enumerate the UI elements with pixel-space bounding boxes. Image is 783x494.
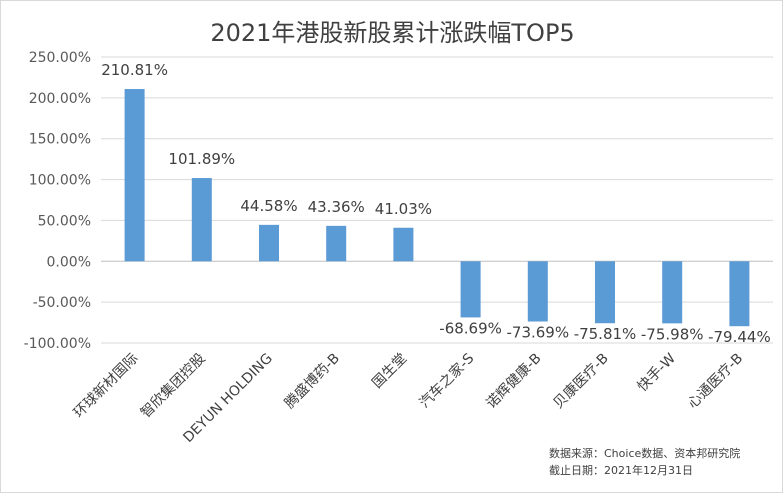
bar [527,261,548,322]
x-tick-label: 国生堂 [369,351,410,392]
data-label: 101.89% [168,150,235,168]
bar [662,261,683,324]
source-note-line1: 数据来源：Choice数据、资本邦研究院 [549,447,741,460]
bar [729,261,750,327]
data-label: -68.69% [439,319,502,337]
chart-title: 2021年港股新股累计涨跌幅TOP5 [210,19,575,47]
data-label: -73.69% [506,324,569,342]
y-tick-label: 100.00% [29,173,91,189]
x-tick-label: 心通医疗-B [685,351,746,412]
x-tick-label: 腾盛博药-B [281,350,343,412]
y-tick-label: 200.00% [29,91,91,107]
bar [124,89,145,262]
source-note-line2: 截止日期：2021年12月31日 [549,464,693,477]
x-tick-label: 智欣集团控股 [137,350,208,421]
data-label: 43.36% [308,198,365,216]
bar [191,178,212,262]
y-tick-label: -100.00% [24,336,91,352]
y-tick-label: -50.00% [33,295,91,311]
data-label: -75.81% [574,325,637,343]
source-note: 数据来源：Choice数据、资本邦研究院 截止日期：2021年12月31日 [549,445,740,479]
y-tick-label: 0.00% [47,254,91,270]
data-label: 41.03% [375,200,432,218]
bar [460,261,481,318]
bar [326,225,347,262]
x-tick-label: 诺辉健康-B [483,350,545,412]
x-tick-label: 环球新材国际 [71,351,142,422]
bar [595,261,615,324]
data-label: -75.98% [641,325,704,343]
data-label: 44.58% [240,197,297,215]
y-tick-label: 250.00% [29,50,91,66]
y-tick-label: 150.00% [29,132,91,148]
bar [259,224,279,262]
x-tick-label: 汽车之家-S [416,350,478,412]
bar [393,227,414,262]
data-label: 210.81% [101,61,168,79]
y-tick-label: 50.00% [38,213,91,229]
x-tick-label: 贝康医疗-B [550,350,612,412]
data-label: -79.44% [708,328,771,346]
x-tick-label: 快手-W [635,350,680,395]
